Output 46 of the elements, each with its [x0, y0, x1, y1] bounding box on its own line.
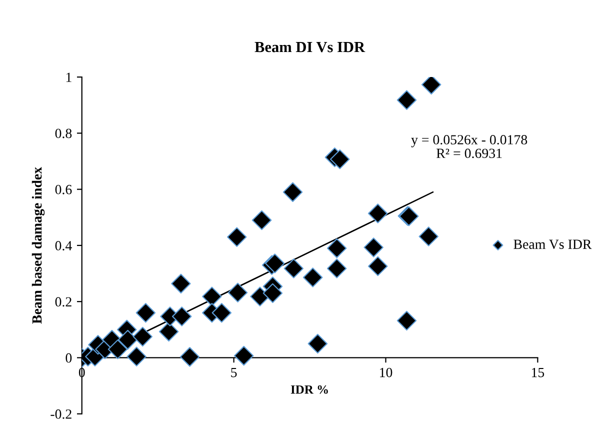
y-tick-label: -0.2 — [50, 409, 72, 419]
point — [418, 226, 438, 246]
x-axis-title: IDR % — [290, 385, 328, 394]
chart-title: Beam DI Vs IDR — [254, 42, 366, 52]
point — [228, 282, 248, 302]
y-tick-label: 0.6 — [55, 184, 72, 194]
y-tick-label: 0.4 — [55, 241, 72, 250]
point — [396, 310, 417, 331]
point — [326, 258, 347, 278]
point — [284, 258, 304, 278]
point — [158, 322, 179, 342]
point — [326, 238, 347, 258]
point — [302, 268, 323, 288]
legend-label: Beam Vs IDR — [514, 240, 592, 250]
point — [330, 149, 350, 170]
y-tick-label: 0 — [66, 353, 72, 363]
point — [126, 346, 146, 366]
point — [252, 210, 272, 230]
y-tick-label: 0.2 — [55, 297, 72, 307]
point — [180, 346, 200, 367]
x-tick-label: 10 — [380, 368, 392, 378]
point — [108, 339, 128, 360]
point — [396, 90, 417, 110]
point — [172, 306, 192, 326]
y-tick-label: 1 — [66, 72, 72, 82]
x-tick-label: 5 — [231, 368, 237, 378]
point — [368, 204, 388, 224]
point — [136, 302, 156, 323]
point — [308, 334, 328, 354]
point — [250, 286, 270, 306]
y-axis-title: Beam based damage index — [32, 167, 45, 324]
point — [234, 346, 254, 366]
point — [262, 283, 283, 304]
x-tick-label: 15 — [532, 368, 544, 378]
point — [132, 326, 153, 347]
point — [226, 227, 247, 247]
point — [171, 274, 191, 294]
point — [364, 238, 384, 258]
point — [118, 330, 138, 350]
point — [368, 256, 388, 276]
point — [212, 302, 232, 323]
annotation: y = 0.0526x - 0.0178 R² = 0.6931 — [411, 135, 528, 158]
point — [421, 77, 442, 94]
point — [282, 182, 303, 202]
y-tick-label: 0.8 — [55, 128, 72, 138]
point — [202, 286, 222, 306]
